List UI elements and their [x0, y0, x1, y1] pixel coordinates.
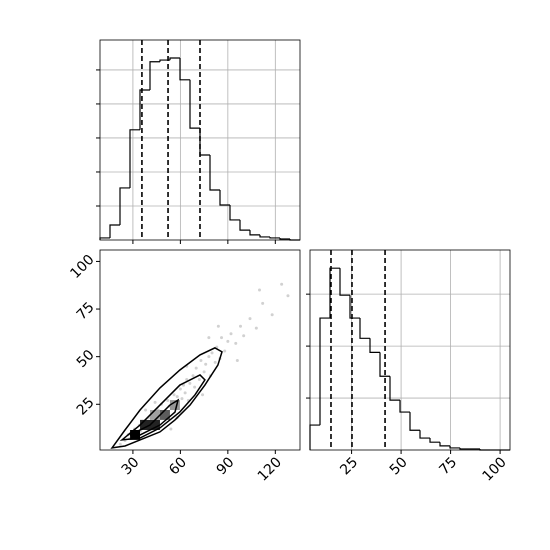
histogram-step	[119, 187, 130, 226]
scatter-point	[175, 395, 179, 399]
histogram-step	[249, 230, 260, 236]
scatter-point	[166, 398, 170, 402]
histogram-step	[319, 317, 330, 426]
y-tick-label: 75	[74, 299, 98, 323]
histogram-step	[129, 129, 140, 188]
scatter-point	[234, 341, 238, 345]
x-tick-label: 100	[480, 454, 510, 484]
histogram-step	[439, 442, 450, 447]
scatter-point	[153, 400, 157, 404]
y-tick-label: 100	[67, 252, 97, 282]
scatter-point	[216, 324, 220, 328]
scatter-point	[223, 349, 227, 353]
scatter-point	[235, 358, 239, 362]
density-cell	[169, 400, 180, 410]
density-cell	[159, 410, 170, 420]
x-tick-label: 90	[214, 454, 238, 478]
panel-frame	[309, 249, 511, 451]
scatter-point	[202, 370, 206, 374]
scatter-point	[144, 408, 148, 412]
histogram-step	[399, 400, 410, 413]
histogram-step	[419, 430, 430, 439]
scatter-point	[194, 366, 198, 370]
scatter-point	[242, 334, 246, 338]
histogram-step	[219, 190, 230, 206]
contour	[129, 398, 180, 436]
scatter-point	[229, 332, 233, 336]
x-tick-label: 30	[119, 454, 143, 478]
scatter-point	[182, 383, 186, 387]
histogram-step	[179, 58, 190, 81]
histogram-step	[429, 438, 440, 443]
x-tick-label: 25	[337, 454, 361, 478]
histogram-step	[449, 445, 460, 449]
histogram-step	[359, 318, 370, 339]
scatter-point	[188, 381, 192, 385]
scatter-point	[239, 324, 243, 328]
scatter-point	[193, 385, 197, 389]
histogram-step	[349, 295, 360, 319]
scatter-point	[204, 362, 208, 366]
histogram-step	[409, 412, 420, 431]
scatter-point	[280, 282, 284, 286]
scatter-point	[270, 313, 274, 317]
histogram-step	[159, 59, 170, 62]
histogram-step	[169, 57, 180, 61]
scatter-point	[213, 360, 217, 364]
scatter-point	[257, 288, 261, 292]
x-tick-label: 120	[255, 454, 285, 484]
scatter-point	[254, 326, 258, 330]
scatter-point	[172, 393, 176, 397]
histogram-step	[379, 352, 390, 377]
histogram-step	[259, 234, 270, 238]
histogram-step	[309, 424, 320, 450]
histogram-step	[149, 61, 160, 90]
histogram-step	[329, 267, 340, 319]
scatter-point	[261, 301, 265, 305]
y-tick-label: 50	[74, 347, 98, 371]
histogram-step	[459, 447, 470, 450]
scatter-point	[210, 351, 214, 355]
contour	[119, 374, 206, 441]
histogram-step	[339, 268, 350, 296]
panel-frame	[99, 249, 301, 451]
histogram-step	[389, 376, 400, 401]
scatter-point	[201, 393, 205, 397]
scatter-point	[169, 427, 173, 431]
scatter-point	[207, 336, 211, 340]
histogram-step	[229, 204, 240, 221]
scatter-point	[183, 391, 187, 395]
histogram-step	[199, 128, 210, 156]
histogram-step	[369, 338, 380, 353]
scatter-point	[118, 442, 122, 446]
scatter-point	[199, 358, 203, 362]
histogram-step	[109, 224, 120, 238]
scatter-point	[207, 355, 211, 359]
scatter-point	[180, 397, 184, 401]
scatter-point	[220, 336, 224, 340]
x-tick-label: 60	[166, 454, 190, 478]
histogram-step	[209, 154, 220, 191]
scatter-point	[286, 294, 290, 298]
histogram-step	[189, 79, 200, 129]
contour	[110, 347, 223, 449]
histogram-step	[239, 219, 250, 231]
histogram-step	[279, 237, 290, 240]
scatter-point	[197, 378, 201, 382]
scatter-point	[191, 374, 195, 378]
scatter-point	[185, 378, 189, 382]
histogram-step	[139, 89, 150, 130]
density-cell	[150, 410, 160, 420]
scatter-point	[178, 387, 182, 391]
scatter-point	[248, 317, 252, 321]
histogram-step	[269, 236, 280, 239]
x-tick-label: 75	[436, 454, 460, 478]
scatter-point	[226, 339, 230, 343]
y-tick-label: 25	[74, 395, 98, 419]
x-tick-label: 50	[387, 454, 411, 478]
panel-frame	[99, 39, 301, 241]
